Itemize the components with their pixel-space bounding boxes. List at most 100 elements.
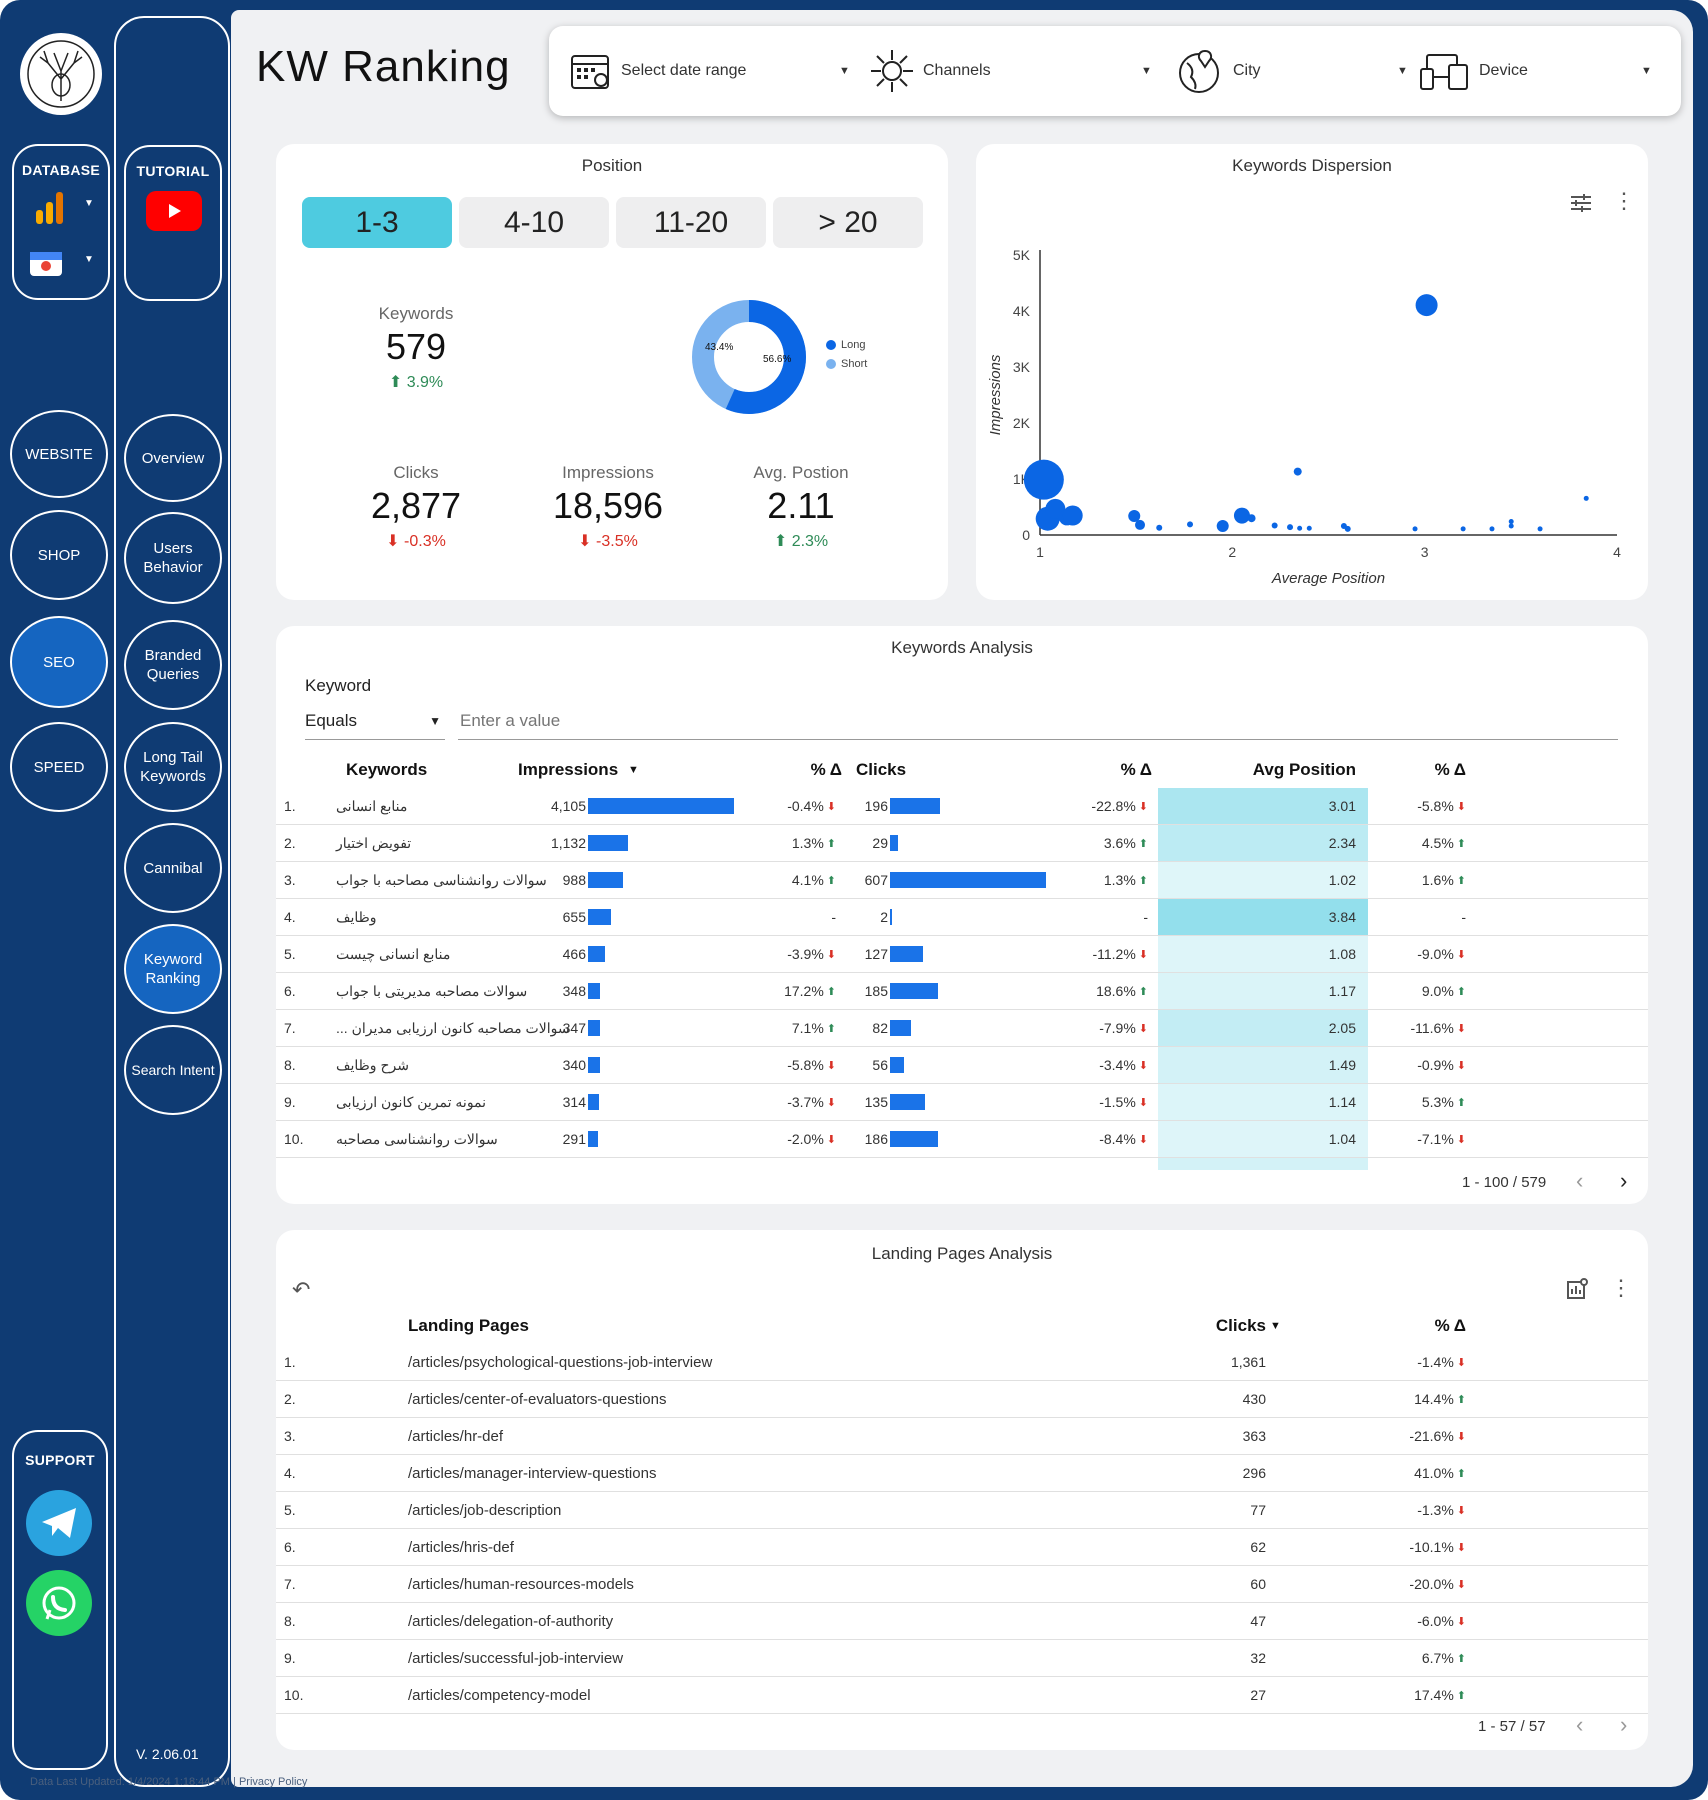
tab-position-over-20[interactable]: > 20 xyxy=(773,197,923,248)
landing-page-url[interactable]: /articles/competency-model xyxy=(408,1686,591,1704)
youtube-icon[interactable] xyxy=(146,191,202,231)
table-row[interactable]: 5. منابع انسانی چیست 466 -3.9% ⬇ 127 -11.2% ⬇ 1.… xyxy=(276,936,1648,973)
table-row[interactable]: 6. سوالات مصاحبه مدیریتی با جواب 348 17.2% ⬆… xyxy=(276,973,1648,1010)
telegram-icon[interactable] xyxy=(26,1490,92,1556)
scatter-point[interactable] xyxy=(1062,505,1083,526)
more-vert-icon[interactable]: ⋮ xyxy=(1613,188,1635,213)
column-header[interactable]: Landing Pages xyxy=(408,1316,529,1335)
scatter-point[interactable] xyxy=(1233,507,1250,524)
column-header[interactable]: Clicks xyxy=(1215,1316,1266,1335)
scatter-point[interactable] xyxy=(1537,526,1543,532)
brand-logo[interactable] xyxy=(20,33,102,115)
scatter-point[interactable] xyxy=(1508,519,1514,525)
scatter-point[interactable] xyxy=(1412,526,1418,532)
sort-desc-icon[interactable]: ▼ xyxy=(628,764,639,776)
search-console-icon[interactable] xyxy=(28,246,64,283)
prev-page-icon[interactable]: ‹ xyxy=(1576,1168,1584,1193)
operator-select[interactable]: Equals ▼ xyxy=(305,702,445,740)
table-row[interactable]: 9. /articles/successful-job-interview 32 6.… xyxy=(276,1640,1648,1677)
nav-users-behavior[interactable]: Users Behavior xyxy=(124,512,222,604)
scatter-point[interactable] xyxy=(1128,509,1141,522)
column-header[interactable]: Impressions xyxy=(518,760,619,779)
column-header[interactable]: Avg Position xyxy=(1252,760,1356,779)
scatter-point[interactable] xyxy=(1271,522,1278,529)
more-vert-icon[interactable]: ⋮ xyxy=(1610,1275,1632,1300)
keyword-value-input[interactable] xyxy=(458,702,1618,740)
nav-seo[interactable]: SEO xyxy=(10,616,108,708)
table-row[interactable]: 3. سوالات روانشناسی مصاحبه با جواب 988 4.1%… xyxy=(276,862,1648,899)
tab-position-1-3[interactable]: 1-3 xyxy=(302,197,452,248)
nav-cannibal[interactable]: Cannibal xyxy=(124,823,222,913)
undo-icon[interactable]: ↶ xyxy=(292,1277,311,1302)
table-row[interactable]: 4. /articles/manager-interview-questions 2… xyxy=(276,1455,1648,1492)
city-filter[interactable]: City ▼ xyxy=(1175,44,1408,98)
scatter-point[interactable] xyxy=(1293,467,1302,476)
next-page-icon[interactable]: › xyxy=(1620,1712,1628,1737)
scatter-point[interactable] xyxy=(1460,526,1466,532)
scatter-point[interactable] xyxy=(1135,519,1146,530)
scatter-point[interactable] xyxy=(1287,524,1294,531)
next-page-icon[interactable]: › xyxy=(1620,1168,1628,1193)
table-row[interactable]: 8. /articles/delegation-of-authority 47 -6.… xyxy=(276,1603,1648,1640)
device-filter[interactable]: Device ▼ xyxy=(1419,44,1652,98)
table-row[interactable]: 9. نمونه تمرین کانون ارزیابی 314 -3.7% ⬇ 135 -… xyxy=(276,1084,1648,1121)
landing-page-url[interactable]: /articles/hr-def xyxy=(408,1427,504,1445)
table-row[interactable]: 5. /articles/job-description 77 -1.3% ⬇ xyxy=(276,1492,1648,1529)
chevron-down-icon[interactable]: ▼ xyxy=(84,254,94,265)
nav-keyword-ranking[interactable]: Keyword Ranking xyxy=(124,924,222,1014)
scatter-point[interactable] xyxy=(1583,495,1589,501)
column-header[interactable]: Clicks xyxy=(856,760,907,779)
table-row[interactable]: 7. /articles/human-resources-models 60 -20.… xyxy=(276,1566,1648,1603)
date-range-filter[interactable]: Select date range ▼ xyxy=(569,44,850,98)
nav-long-tail-keywords[interactable]: Long Tail Keywords xyxy=(124,722,222,812)
table-row[interactable]: 8. شرح وظایف 340 -5.8% ⬇ 56 -3.4% ⬇ 1.49 -0.9% ⬇ xyxy=(276,1047,1648,1084)
scatter-point[interactable] xyxy=(1187,521,1194,528)
column-header[interactable]: % Δ xyxy=(1434,760,1466,779)
table-row[interactable]: 3. /articles/hr-def 363 -21.6% ⬇ xyxy=(276,1418,1648,1455)
scatter-point[interactable] xyxy=(1489,526,1495,532)
nav-speed[interactable]: SPEED xyxy=(10,722,108,812)
channels-filter[interactable]: Channels ▼ xyxy=(869,44,1152,98)
scatter-point[interactable] xyxy=(1508,523,1514,529)
landing-page-url[interactable]: /articles/manager-interview-questions xyxy=(408,1464,657,1482)
landing-page-url[interactable]: /articles/human-resources-models xyxy=(408,1575,634,1593)
table-row[interactable]: 1. /articles/psychological-questions-job-… xyxy=(276,1344,1648,1381)
analytics-icon[interactable] xyxy=(30,188,70,233)
sliders-icon[interactable] xyxy=(1570,193,1592,218)
landing-page-url[interactable]: /articles/center-of-evaluators-questions xyxy=(408,1390,667,1408)
prev-page-icon[interactable]: ‹ xyxy=(1576,1712,1584,1737)
table-row[interactable]: 7. ... سوالات مصاحبه کانون ارزیابی مدیران… xyxy=(276,1010,1648,1047)
scatter-point[interactable] xyxy=(1306,525,1312,531)
table-row[interactable]: 10. /articles/competency-model 27 17.4% ⬆ xyxy=(276,1677,1648,1714)
table-row[interactable]: 2. /articles/center-of-evaluators-questio… xyxy=(276,1381,1648,1418)
tab-position-11-20[interactable]: 11-20 xyxy=(616,197,766,248)
nav-shop[interactable]: SHOP xyxy=(10,510,108,600)
scatter-point[interactable] xyxy=(1216,520,1229,533)
tab-position-4-10[interactable]: 4-10 xyxy=(459,197,609,248)
sort-desc-icon[interactable]: ▼ xyxy=(1270,1320,1281,1332)
landing-page-url[interactable]: /articles/hris-def xyxy=(408,1538,514,1556)
scatter-point[interactable] xyxy=(1247,514,1256,523)
table-row[interactable]: 1. منابع انسانی 4,105 -0.4% ⬇ 196 -22.8% ⬇ 3.01 -… xyxy=(276,788,1648,825)
nav-website[interactable]: WEBSITE xyxy=(10,410,108,498)
landing-page-url[interactable]: /articles/delegation-of-authority xyxy=(408,1612,614,1630)
landing-page-url[interactable]: /articles/successful-job-interview xyxy=(408,1649,624,1667)
column-header[interactable]: % Δ xyxy=(1434,1316,1466,1335)
column-header[interactable]: % Δ xyxy=(810,760,842,779)
footer-text[interactable]: Data Last Updated: 1/4/2024 1:18:44 PM |… xyxy=(30,1776,308,1788)
chevron-down-icon[interactable]: ▼ xyxy=(84,198,94,209)
scatter-point[interactable] xyxy=(1415,294,1438,317)
scatter-point[interactable] xyxy=(1156,524,1163,531)
scatter-point[interactable] xyxy=(1297,525,1303,531)
column-header[interactable]: % Δ xyxy=(1120,760,1152,779)
scatter-point[interactable] xyxy=(1023,459,1064,500)
table-row[interactable]: 2. تفویض اختیار 1,132 1.3% ⬆ 29 3.6% ⬆ 2.34 4.5% ⬆ xyxy=(276,825,1648,862)
table-row[interactable]: 10. سوالات روانشناسی مصاحبه 291 -2.0% ⬇ 186 -8… xyxy=(276,1121,1648,1158)
nav-search-intent[interactable]: Search Intent xyxy=(124,1025,222,1115)
table-row[interactable]: 6. /articles/hris-def 62 -10.1% ⬇ xyxy=(276,1529,1648,1566)
chart-settings-icon[interactable] xyxy=(1566,1278,1588,1305)
whatsapp-icon[interactable] xyxy=(26,1570,92,1636)
landing-page-url[interactable]: /articles/psychological-questions-job-in… xyxy=(408,1353,713,1371)
nav-branded-queries[interactable]: Branded Queries xyxy=(124,620,222,710)
scatter-point[interactable] xyxy=(1344,525,1351,532)
